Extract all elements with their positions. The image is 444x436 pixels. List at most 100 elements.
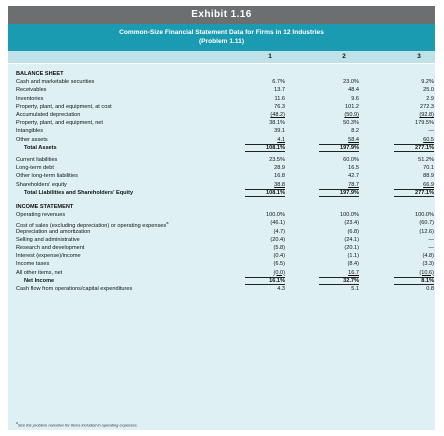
column-header-1: 1	[268, 53, 272, 60]
section-heading-row: INCOME STATEMENT	[8, 203, 435, 211]
cell-value-col1: 100.0%	[266, 212, 285, 219]
column-header-row: 1 2 3	[8, 51, 435, 63]
row-label: Operating revenues	[16, 212, 66, 219]
cell-value-col3: 0.8	[426, 286, 434, 292]
row-label: Selling and administrative	[16, 236, 80, 243]
cell-value-col2: 16.5	[348, 165, 359, 172]
cell-value-col3: (10.6)	[419, 269, 434, 276]
table-row: Total Assets 108.1% 197.9% 277.1%	[8, 143, 435, 153]
cell-value-col1: 16.1%	[245, 276, 285, 286]
cell-value-col2: 23.0%	[343, 79, 359, 86]
column-header-2: 2	[342, 53, 346, 60]
table-row: Current liabilities 23.5% 60.0% 51.2%	[8, 156, 435, 164]
cell-value-col3: 8.1%	[394, 276, 434, 286]
cell-value-col1: 108.1%	[245, 188, 285, 198]
row-label: Current liabilities	[16, 157, 58, 163]
cell-value-col2: (8.4)	[347, 261, 359, 268]
cell-value-col3: 70.1	[423, 165, 434, 172]
cell-value-col3: 100.0%	[415, 212, 434, 219]
row-label: Total Assets	[24, 144, 57, 151]
table-title: Common-Size Financial Statement Data for…	[8, 24, 435, 51]
cell-value-col3: (92.8)	[419, 112, 434, 118]
cell-value-col2: (6.8)	[347, 228, 359, 235]
table-row: Cash flow from operations/capital expend…	[8, 285, 435, 293]
row-label: Research and development	[16, 245, 85, 251]
table-row: Receivables 13.7 48.4 25.0	[8, 86, 435, 94]
cell-value-col1: (6.5)	[273, 261, 285, 268]
cell-value-col2: (23.4)	[344, 220, 359, 227]
exhibit-label: Exhibit 1.16	[8, 6, 435, 24]
cell-value-col2: 197.9%	[319, 188, 359, 198]
cell-value-col3: 277.1%	[394, 143, 434, 153]
cell-value-col1: 108.1%	[245, 143, 285, 153]
cell-value-col2: 58.4	[348, 136, 359, 143]
cell-value-col3: (60.7)	[419, 220, 434, 227]
cell-value-col1: 38.1%	[269, 120, 285, 127]
table-row: Depreciation and amortization (4.7) (6.8) (…	[8, 228, 435, 236]
cell-value-col3: 272.3	[420, 103, 434, 110]
cell-value-col3: 2.9	[426, 95, 434, 102]
title-line-2: (Problem 1.11)	[198, 38, 245, 45]
cell-value-col1: 16.8	[274, 173, 285, 180]
cell-value-col1: (5.8)	[273, 245, 285, 251]
cell-value-col2: (24.1)	[344, 236, 359, 243]
row-label: All other items, net	[16, 269, 63, 276]
row-label: Cash and marketable securities	[16, 79, 95, 86]
cell-value-col1: (20.4)	[270, 236, 285, 243]
cell-value-col1: 76.3	[274, 103, 285, 110]
exhibit-table: Exhibit 1.16 Common-Size Financial State…	[8, 6, 435, 430]
table-row: All other items, net (0.0) 16.7 (10.6)	[8, 269, 435, 277]
table-row: Total Liabilities and Shareholders' Equi…	[8, 188, 435, 198]
cell-value-col2: 32.7%	[319, 276, 359, 286]
row-label: Property, plant, and equipment, at cost	[16, 103, 112, 110]
table-row: Selling and administrative (20.4) (24.1) —	[8, 236, 435, 244]
row-label: Net Income	[24, 277, 55, 284]
cell-value-col1: (46.1)	[270, 220, 285, 227]
cell-value-col3: 25.0	[423, 87, 434, 94]
table-row: Cash and marketable securities 6.7% 23.0% 9…	[8, 78, 435, 86]
cell-value-col1: 39.1	[274, 128, 285, 135]
table-row: Other assets 4.1 58.4 60.5	[8, 136, 435, 144]
column-header-3: 3	[417, 53, 421, 60]
row-label: Other assets	[16, 136, 48, 143]
cell-value-col1: 38.8	[274, 181, 285, 188]
table-row: Other long-term liabilities 16.8 42.7 88.9	[8, 172, 435, 180]
table-row: Property, plant, and equipment, at cost 7…	[8, 103, 435, 111]
cell-value-col2: 197.9%	[319, 143, 359, 153]
table-row: Research and development (5.8) (20.1) —	[8, 244, 435, 252]
table-row: Intangibles 39.1 8.2 —	[8, 127, 435, 135]
cell-value-col1: 4.1	[277, 136, 285, 143]
cell-value-col2: 8.2	[351, 128, 359, 135]
cell-value-col1: 28.9	[274, 165, 285, 172]
cell-value-col3: (4.8)	[422, 253, 434, 260]
row-label: Intangibles	[16, 128, 44, 135]
cell-value-col2: (50.9)	[344, 112, 359, 118]
row-label: Income taxes	[16, 261, 50, 268]
table-body: BALANCE SHEET Cash and marketable securit…	[8, 64, 435, 430]
row-label: Receivables	[16, 87, 47, 94]
row-label: Long-term debt	[16, 165, 54, 172]
cell-value-col3: —	[428, 128, 434, 135]
row-label: Other long-term liabilities	[16, 173, 78, 180]
row-label: Accumulated depreciation	[16, 112, 81, 118]
cell-value-col2: 60.0%	[343, 157, 359, 163]
footnote-marker-foot: a	[16, 420, 18, 425]
cell-value-col3: 60.5	[423, 136, 434, 143]
section-heading-row: BALANCE SHEET	[8, 70, 435, 78]
cell-value-col2: 48.4	[348, 87, 359, 94]
table-row: Interest (expense)/income (0.4) (1.1) (4.8)	[8, 252, 435, 260]
cell-value-col3: —	[428, 236, 434, 243]
cell-value-col2: 16.7	[348, 269, 359, 276]
footnote-marker: a	[166, 220, 169, 226]
table-row: Operating revenues 100.0% 100.0% 100.0%	[8, 211, 435, 219]
row-label: Cost of sales (excluding depreciation) o…	[16, 220, 169, 230]
footnote: aSee the problem narrative for items inc…	[16, 421, 138, 427]
cell-value-col1: (0.0)	[273, 269, 285, 276]
cell-value-col2: (1.1)	[347, 253, 359, 260]
table-row: Inventories 11.6 9.6 2.9	[8, 95, 435, 103]
cell-value-col2: 9.6	[351, 95, 359, 102]
cell-value-col1: 4.3	[277, 286, 285, 292]
cell-value-col1: 23.5%	[269, 157, 285, 163]
table-row: Cost of sales (excluding depreciation) o…	[8, 219, 435, 230]
cell-value-col3: 51.2%	[418, 157, 434, 163]
